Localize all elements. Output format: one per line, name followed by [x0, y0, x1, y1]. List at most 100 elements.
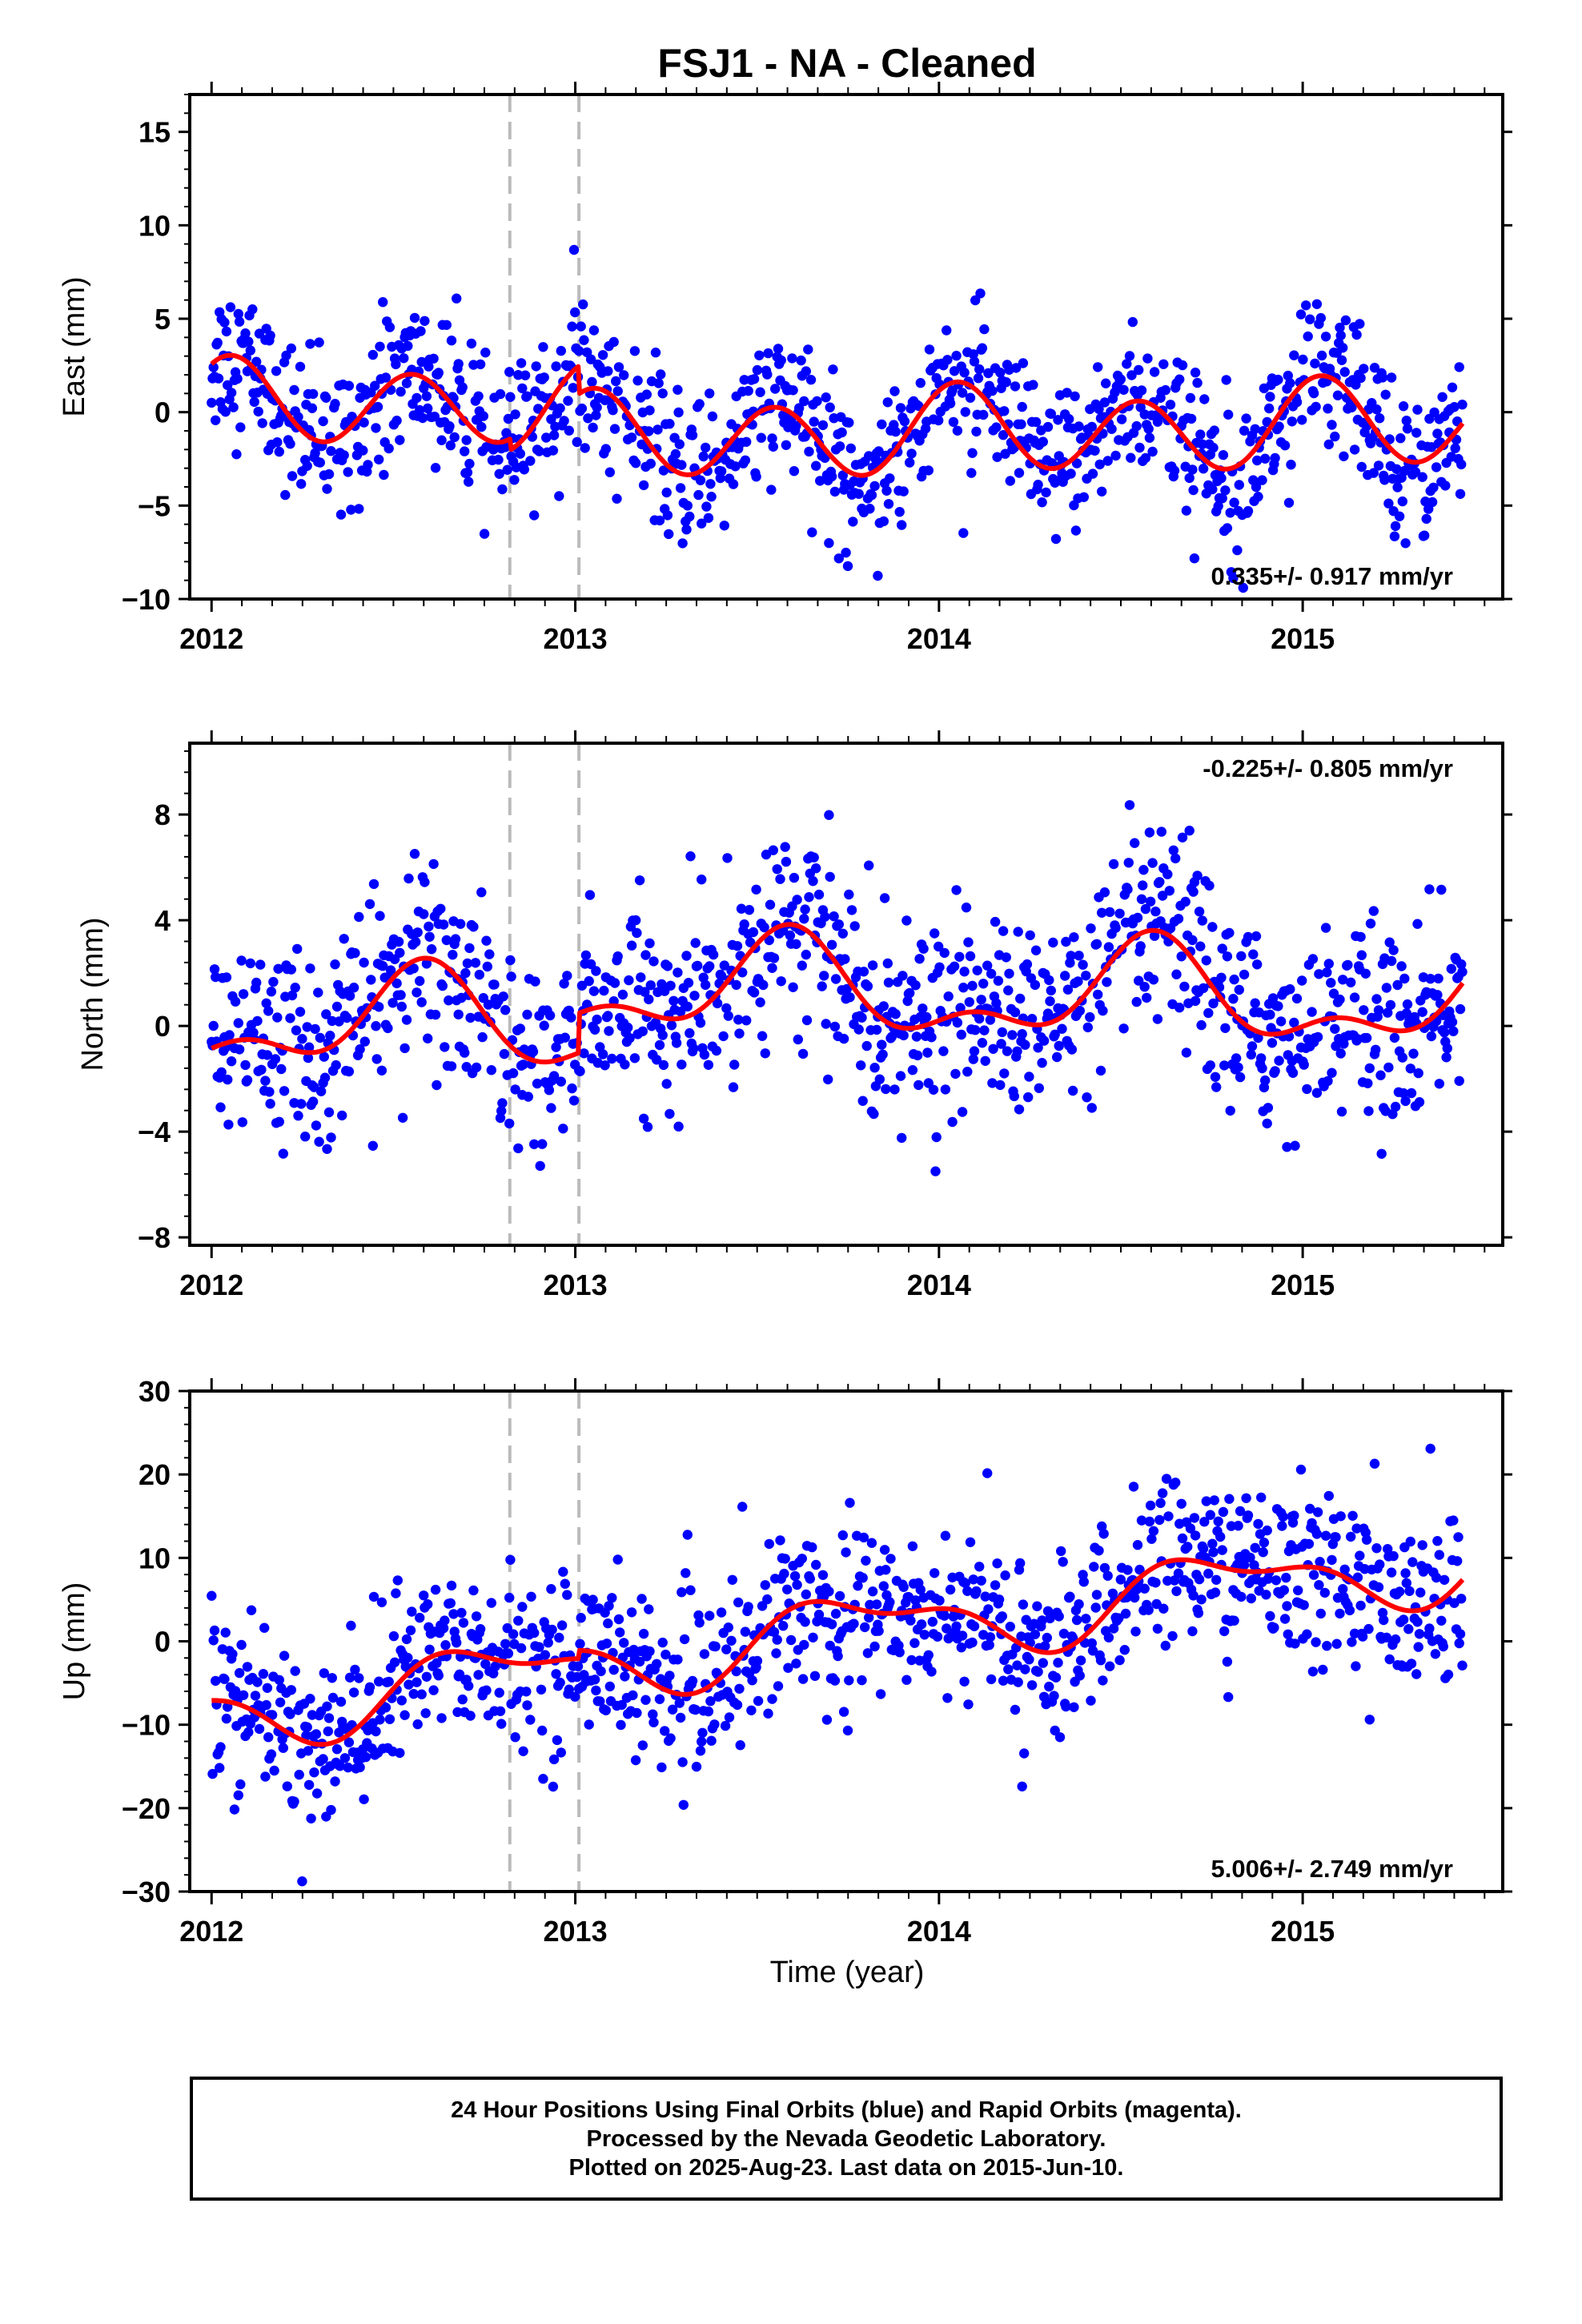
y-tick-label: 15: [139, 116, 171, 149]
data-point: [261, 998, 271, 1009]
data-point: [1048, 937, 1058, 948]
data-point: [483, 999, 494, 1010]
data-point: [428, 353, 439, 364]
data-point: [998, 1675, 1009, 1686]
data-point: [792, 895, 802, 905]
data-point: [215, 1742, 226, 1752]
data-point: [788, 385, 798, 396]
data-point: [1049, 1691, 1059, 1701]
data-point: [730, 461, 741, 472]
data-point: [323, 1713, 335, 1723]
data-point: [1454, 362, 1464, 372]
data-point: [667, 1704, 678, 1715]
data-point: [548, 1781, 559, 1792]
data-point: [949, 961, 960, 972]
data-point: [1400, 1096, 1411, 1107]
data-point: [1038, 436, 1049, 447]
data-point: [513, 1615, 524, 1626]
data-point: [1359, 364, 1369, 374]
data-point: [504, 1592, 515, 1603]
data-point: [1402, 999, 1413, 1010]
data-point: [465, 1711, 476, 1721]
data-point: [849, 1618, 859, 1629]
data-point: [385, 965, 396, 975]
data-point: [1395, 433, 1406, 444]
data-point: [654, 1694, 665, 1704]
data-point: [424, 931, 435, 943]
data-point: [705, 961, 715, 971]
data-point: [1147, 858, 1158, 868]
data-point: [576, 1613, 586, 1623]
data-point: [654, 1039, 665, 1051]
data-point: [1131, 420, 1142, 432]
data-point: [1011, 363, 1022, 373]
data-point: [1094, 404, 1104, 414]
data-point: [1209, 425, 1220, 436]
data-point: [460, 1047, 470, 1058]
data-point: [476, 887, 487, 898]
data-point: [1246, 1593, 1257, 1604]
data-point: [603, 1618, 613, 1629]
data-point: [460, 446, 470, 456]
data-point: [661, 487, 672, 498]
x-tick-label: 2013: [544, 1269, 608, 1301]
data-point: [690, 1704, 701, 1715]
data-point: [613, 1614, 624, 1625]
data-point: [999, 1068, 1010, 1079]
data-point: [1150, 907, 1161, 917]
data-point: [475, 1624, 486, 1634]
data-point: [292, 943, 303, 955]
data-point: [1413, 1068, 1423, 1079]
data-point: [780, 1554, 790, 1564]
data-point: [1186, 413, 1197, 424]
data-point: [613, 362, 624, 372]
data-point: [1194, 907, 1205, 917]
data-point: [678, 1799, 689, 1810]
data-point: [1277, 1521, 1287, 1531]
data-point: [974, 364, 985, 375]
data-point: [853, 489, 864, 499]
data-point: [723, 1622, 733, 1633]
data-point: [1375, 413, 1385, 424]
data-point: [763, 1708, 773, 1719]
data-point: [1207, 922, 1218, 932]
data-point: [821, 1715, 833, 1725]
data-point: [1134, 1564, 1145, 1575]
data-point: [389, 1657, 400, 1667]
data-point: [1070, 391, 1080, 402]
data-point: [221, 326, 232, 337]
data-point: [354, 911, 364, 923]
data-point: [938, 1046, 949, 1056]
data-point: [1236, 1591, 1247, 1602]
data-point: [732, 941, 743, 951]
data-point: [516, 1642, 527, 1654]
data-point: [1074, 421, 1084, 432]
data-point: [1351, 1523, 1362, 1534]
data-point: [930, 1568, 940, 1578]
data-point: [371, 1726, 381, 1737]
data-point: [693, 960, 703, 971]
data-point: [740, 455, 751, 465]
data-point: [1419, 530, 1430, 541]
data-point: [576, 980, 588, 991]
data-point: [1154, 1514, 1165, 1526]
data-point: [749, 374, 760, 384]
data-point: [674, 1698, 685, 1708]
data-point: [1285, 378, 1295, 388]
data-point: [482, 961, 492, 972]
data-point: [1293, 1585, 1303, 1596]
data-point: [665, 1733, 676, 1743]
data-point: [471, 1611, 482, 1622]
data-point: [400, 1710, 410, 1720]
data-point: [498, 991, 508, 1002]
data-point: [1355, 931, 1366, 943]
data-point: [789, 872, 800, 883]
data-point: [1033, 1043, 1043, 1053]
data-point: [673, 1121, 684, 1132]
data-point: [979, 1025, 990, 1035]
data-point: [548, 1071, 560, 1081]
data-point: [881, 1084, 891, 1095]
data-point: [897, 1132, 907, 1144]
data-point: [1139, 1583, 1150, 1594]
